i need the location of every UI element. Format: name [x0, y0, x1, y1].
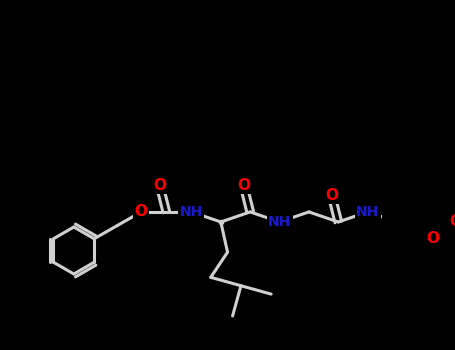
Text: NH: NH — [180, 205, 203, 219]
Text: O: O — [153, 177, 166, 192]
Text: NH: NH — [268, 215, 291, 229]
Text: O: O — [427, 231, 440, 246]
Text: NH: NH — [356, 205, 379, 219]
Text: O: O — [237, 177, 250, 192]
Text: O: O — [135, 204, 147, 219]
Text: O: O — [325, 188, 338, 203]
Text: O: O — [449, 215, 455, 230]
